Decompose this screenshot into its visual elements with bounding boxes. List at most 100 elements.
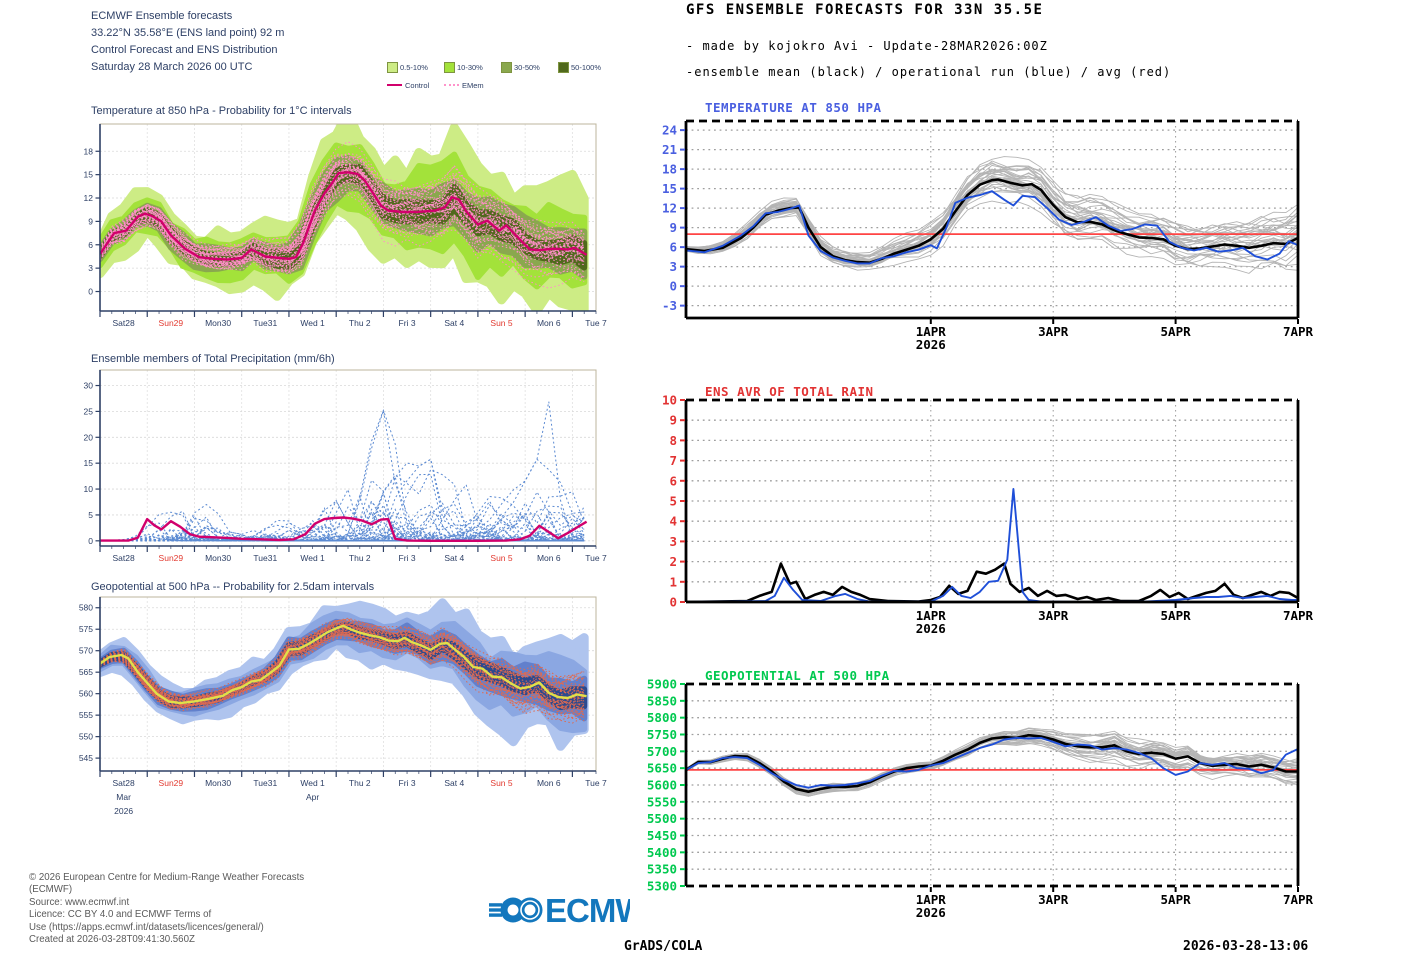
svg-text:3: 3 bbox=[669, 259, 677, 274]
ecmwf_t850-chart: 0 3 6 9 12 15 18 Sat28 Sun29 Mon30 Tue31 Wed 1 Thu 2… bbox=[84, 123, 607, 328]
svg-text:2026: 2026 bbox=[916, 905, 946, 920]
legend-item-band1: 0.5-10% bbox=[387, 61, 444, 73]
band3-swatch-icon bbox=[501, 61, 512, 73]
gfs-header-credit: - made by kojokro Avi - Update-28MAR2026… bbox=[686, 39, 1048, 53]
svg-text:550: 550 bbox=[79, 732, 93, 742]
svg-text:0: 0 bbox=[88, 536, 93, 546]
gfs-rain-chart-title: ENS AVR OF TOTAL RAIN bbox=[705, 384, 874, 399]
gfs-header-title: GFS ENSEMBLE FORECASTS FOR 33N 35.5E bbox=[686, 2, 1044, 18]
svg-text:1APR: 1APR bbox=[916, 892, 947, 907]
ecmwf-geopotential-chart-title: Geopotential at 500 hPa -- Probability f… bbox=[91, 581, 375, 593]
render-timestamp: 2026-03-28-13:06 bbox=[1183, 939, 1309, 954]
svg-text:-3: -3 bbox=[662, 298, 677, 313]
licence-line: Licence: CC BY 4.0 and ECMWF Terms of bbox=[29, 909, 212, 921]
svg-text:575: 575 bbox=[79, 624, 93, 634]
svg-text:Sun29: Sun29 bbox=[159, 318, 184, 328]
band1-swatch-icon bbox=[387, 61, 398, 73]
svg-text:25: 25 bbox=[84, 406, 94, 416]
svg-text:Sun29: Sun29 bbox=[159, 778, 184, 788]
legend-band-row: 0.5-10% 10-30% 30-50% 50-100% bbox=[387, 60, 615, 74]
svg-text:Fri 3: Fri 3 bbox=[399, 318, 416, 328]
svg-text:580: 580 bbox=[79, 603, 93, 613]
band4-label: 50-100% bbox=[571, 62, 602, 72]
svg-text:3: 3 bbox=[669, 534, 677, 549]
svg-text:Wed 1: Wed 1 bbox=[300, 778, 325, 788]
svg-text:6: 6 bbox=[88, 240, 93, 250]
ecmwf_z500-control-line bbox=[100, 624, 587, 705]
svg-text:3APR: 3APR bbox=[1038, 892, 1069, 907]
svg-text:8: 8 bbox=[669, 433, 677, 448]
svg-text:Sun 5: Sun 5 bbox=[490, 553, 512, 563]
svg-text:Tue 7: Tue 7 bbox=[585, 318, 607, 328]
ecmwf-header: ECMWF Ensemble forecasts 33.22°N 35.58°E… bbox=[91, 8, 284, 76]
ecmwf-temperature-chart-title: Temperature at 850 hPa - Probability for… bbox=[91, 105, 352, 117]
svg-text:Sat 4: Sat 4 bbox=[444, 553, 464, 563]
svg-text:18: 18 bbox=[84, 146, 94, 156]
grads-credit: GrADS/COLA bbox=[624, 939, 703, 954]
svg-text:9: 9 bbox=[669, 220, 677, 235]
licence-url-line: Use (https://apps.ecmwf.int/datasets/lic… bbox=[29, 921, 264, 933]
svg-text:Mon 6: Mon 6 bbox=[537, 778, 561, 788]
ecmwf-logo-icon bbox=[489, 897, 543, 923]
ecmwf_precip-control-line bbox=[100, 516, 588, 542]
svg-text:24: 24 bbox=[662, 123, 677, 138]
svg-text:3: 3 bbox=[88, 263, 93, 273]
gfs_z500-mean-line bbox=[686, 733, 1298, 793]
svg-text:5800: 5800 bbox=[647, 710, 677, 725]
svg-text:10: 10 bbox=[84, 484, 94, 494]
svg-text:0: 0 bbox=[88, 287, 93, 297]
svg-text:5APR: 5APR bbox=[1161, 892, 1192, 907]
legend-item-band3: 30-50% bbox=[501, 61, 558, 73]
svg-text:21: 21 bbox=[662, 142, 677, 157]
svg-text:2: 2 bbox=[669, 554, 677, 569]
gfs-geopotential-chart-title: GEOPOTENTIAL AT 500 HPA bbox=[705, 668, 890, 683]
svg-text:5650: 5650 bbox=[647, 761, 677, 776]
band1-label: 0.5-10% bbox=[400, 62, 428, 72]
svg-text:5700: 5700 bbox=[647, 744, 677, 759]
created-at-line: Created at 2026-03-28T09:41:30.560Z bbox=[29, 934, 195, 946]
svg-text:Fri 3: Fri 3 bbox=[399, 778, 416, 788]
svg-text:5450: 5450 bbox=[647, 828, 677, 843]
svg-text:7APR: 7APR bbox=[1283, 324, 1314, 339]
ecmwf-footer: © 2026 European Centre for Medium-Range … bbox=[29, 872, 304, 946]
svg-text:7APR: 7APR bbox=[1283, 892, 1314, 907]
svg-text:570: 570 bbox=[79, 646, 93, 656]
band3-label: 30-50% bbox=[514, 62, 540, 72]
svg-text:5850: 5850 bbox=[647, 693, 677, 708]
legend-item-control: Control bbox=[387, 81, 444, 90]
svg-text:Sat 4: Sat 4 bbox=[444, 318, 464, 328]
legend-line-row: Control EMem bbox=[387, 78, 615, 92]
svg-text:Wed 1: Wed 1 bbox=[300, 553, 325, 563]
svg-text:Tue 7: Tue 7 bbox=[585, 778, 607, 788]
svg-text:20: 20 bbox=[84, 432, 94, 442]
ecmwf_z500-chart: 545 550 555 560 565 570 575 580 Sat28 Sun29 Mon30 T… bbox=[79, 596, 607, 816]
ecmwf_z500-series bbox=[100, 598, 589, 751]
gfs_z500-operational-line bbox=[686, 736, 1298, 789]
svg-text:5550: 5550 bbox=[647, 794, 677, 809]
svg-text:0: 0 bbox=[669, 595, 677, 610]
svg-text:9: 9 bbox=[669, 413, 677, 428]
band2-swatch-icon bbox=[444, 61, 455, 73]
svg-text:560: 560 bbox=[79, 689, 93, 699]
svg-text:Tue 7: Tue 7 bbox=[585, 553, 607, 563]
svg-text:565: 565 bbox=[79, 667, 93, 677]
svg-text:Sat28: Sat28 bbox=[113, 778, 135, 788]
svg-text:1APR: 1APR bbox=[916, 608, 947, 623]
band2-label: 10-30% bbox=[457, 62, 483, 72]
ecmwf_precip-chart: 0 5 10 15 20 25 30 Sat28 Sun29 Mon30 Tue31 Wed 1 Thu… bbox=[84, 369, 607, 563]
svg-text:3APR: 3APR bbox=[1038, 608, 1069, 623]
svg-text:Mon30: Mon30 bbox=[205, 318, 231, 328]
svg-text:545: 545 bbox=[79, 753, 93, 763]
svg-text:Mon30: Mon30 bbox=[205, 778, 231, 788]
svg-text:5750: 5750 bbox=[647, 727, 677, 742]
svg-text:30: 30 bbox=[84, 381, 94, 391]
ecmwf-header-line3: Control Forecast and ENS Distribution bbox=[91, 44, 278, 56]
copyright-line2: (ECMWF) bbox=[29, 884, 73, 896]
svg-text:9: 9 bbox=[88, 216, 93, 226]
emem-label: EMem bbox=[462, 80, 484, 90]
control-label: Control bbox=[405, 80, 430, 90]
svg-text:Sat28: Sat28 bbox=[113, 553, 135, 563]
probability-legend: 0.5-10% 10-30% 30-50% 50-100% Control EM… bbox=[387, 60, 615, 92]
svg-text:Sat 4: Sat 4 bbox=[444, 778, 464, 788]
